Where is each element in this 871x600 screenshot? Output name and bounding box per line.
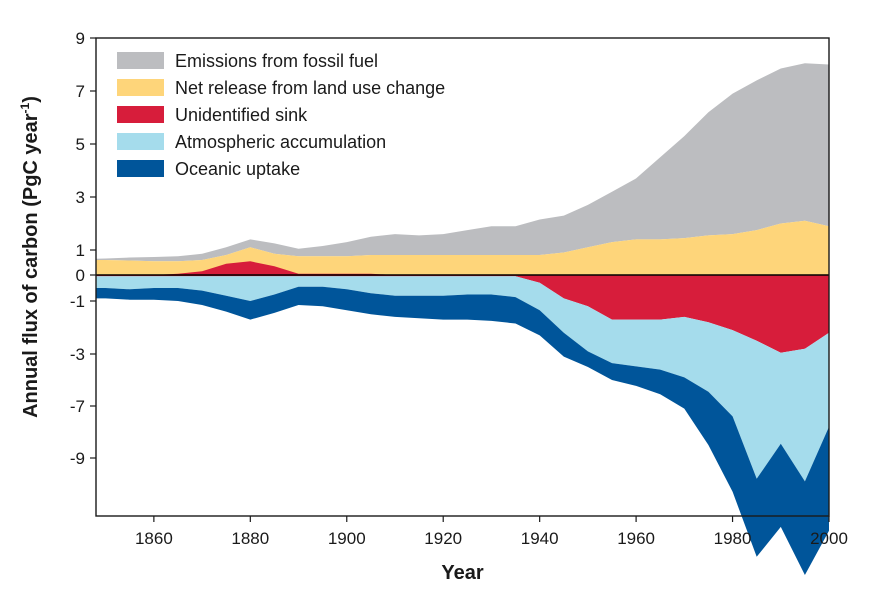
y-axis-title-close: ): [20, 96, 42, 103]
x-tick-label: 1940: [521, 529, 559, 548]
unidentified-sink-area-upper: [96, 261, 829, 275]
legend-swatch: [117, 106, 164, 123]
y-tick-label: 7: [76, 82, 85, 101]
legend-label: Oceanic uptake: [175, 159, 300, 179]
y-axis: 9 7 5 3 1 0 -1 -3 -7 -9: [70, 29, 96, 468]
atmospheric-accumulation-area: [96, 276, 829, 482]
y-axis-title: Annual flux of carbon (PgC year-1): [18, 96, 42, 418]
fossil-fuel-area: [96, 63, 829, 262]
legend: Emissions from fossil fuel Net release fr…: [117, 51, 445, 179]
land-use-area: [96, 220, 829, 275]
legend-label: Atmospheric accumulation: [175, 132, 386, 152]
unidentified-sink-area-lower: [96, 275, 829, 353]
y-tick-label: -7: [70, 397, 85, 416]
legend-label: Unidentified sink: [175, 105, 308, 125]
x-tick-label: 1920: [424, 529, 462, 548]
y-tick-label: -1: [70, 292, 85, 311]
y-tick-label: 5: [76, 135, 85, 154]
legend-swatch: [117, 79, 164, 96]
y-axis-title-superscript: -1: [18, 102, 32, 113]
oceanic-uptake-area: [96, 286, 829, 575]
x-axis-title: Year: [441, 562, 483, 584]
y-axis-title-main: Annual flux of carbon (PgC year: [20, 113, 42, 418]
x-tick-label: 1980: [714, 529, 752, 548]
y-tick-label: -3: [70, 345, 85, 364]
x-tick-label: 1960: [617, 529, 655, 548]
x-axis: 1860 1880 1900 1920 1940 1960 1980 2000: [135, 516, 848, 548]
legend-swatch: [117, 160, 164, 177]
x-tick-label: 1900: [328, 529, 366, 548]
y-tick-label: 1: [76, 241, 85, 260]
y-tick-label: 3: [76, 188, 85, 207]
legend-label: Net release from land use change: [175, 78, 445, 98]
x-tick-label: 1860: [135, 529, 173, 548]
y-tick-label: -9: [70, 449, 85, 468]
legend-swatch: [117, 133, 164, 150]
y-tick-label: 9: [76, 29, 85, 48]
series-layer: [96, 63, 829, 575]
plot-frame: [95, 37, 830, 517]
y-tick-label: 0: [76, 266, 85, 285]
legend-swatch: [117, 52, 164, 69]
legend-label: Emissions from fossil fuel: [175, 51, 378, 71]
x-tick-label: 2000: [810, 529, 848, 548]
x-tick-label: 1880: [231, 529, 269, 548]
